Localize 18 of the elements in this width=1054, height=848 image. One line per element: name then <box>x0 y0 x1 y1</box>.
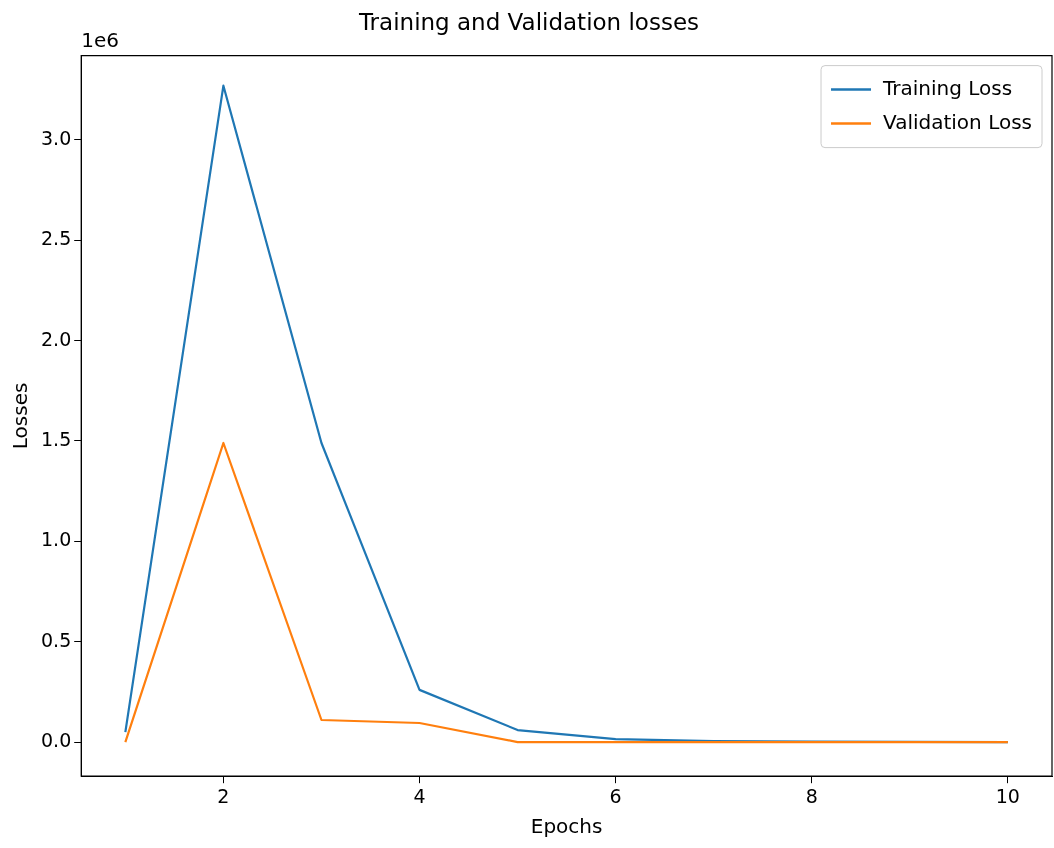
text: 1e6 <box>81 27 119 52</box>
y-tick-label: 1.5 <box>41 427 72 450</box>
x-tick-label: 10 <box>995 784 1020 807</box>
y-tick-label: 0.5 <box>41 628 72 651</box>
y-tick-label: 0.0 <box>41 729 72 752</box>
legend-label: Training Loss <box>882 75 1013 100</box>
y-tick-label: 2.0 <box>41 327 72 350</box>
y-axis-title: Losses <box>8 382 33 450</box>
x-tick-label: 4 <box>413 784 426 807</box>
x-axis-title: Epochs <box>530 814 603 839</box>
y-tick-label: 3.0 <box>41 126 72 149</box>
chart-title: Training and Validation losses <box>357 8 700 35</box>
x-tick-label: 8 <box>805 784 818 807</box>
y-tick-label: 1.0 <box>41 528 72 551</box>
y-tick-label: 2.5 <box>41 227 72 250</box>
x-tick-label: 6 <box>609 784 622 807</box>
x-tick-label: 2 <box>217 784 230 807</box>
legend-label: Validation Loss <box>883 109 1032 134</box>
